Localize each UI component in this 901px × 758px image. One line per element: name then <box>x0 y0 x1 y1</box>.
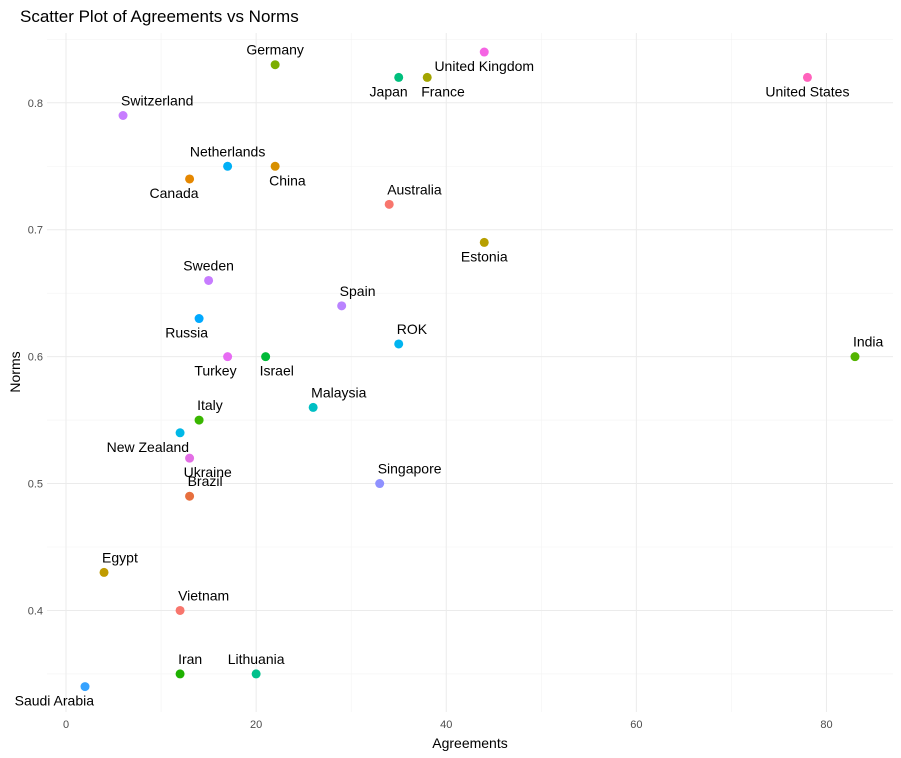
point-label: Japan <box>370 83 408 99</box>
x-tick-label: 0 <box>63 719 69 731</box>
tick-labels: 0 20 40 60 80 0.4 0.5 0.6 0.7 0.8 <box>28 98 833 731</box>
data-point <box>308 402 318 412</box>
data-point <box>118 110 128 120</box>
data-point <box>394 339 404 349</box>
point-label: Israel <box>260 363 294 379</box>
point-label: Australia <box>387 181 442 197</box>
data-point <box>194 314 204 324</box>
data-point <box>422 72 432 82</box>
data-point <box>850 352 860 362</box>
data-point <box>375 479 385 489</box>
data-point <box>337 301 347 311</box>
point-label: Italy <box>197 397 223 413</box>
data-point <box>185 453 195 463</box>
point-label: New Zealand <box>107 439 190 455</box>
point-label: Saudi Arabia <box>15 693 95 709</box>
data-point <box>251 669 261 679</box>
point-label: Lithuania <box>228 651 285 667</box>
data-point <box>261 352 271 362</box>
point-label: Brazil <box>188 473 223 489</box>
x-tick-label: 80 <box>820 719 832 731</box>
point-label: Spain <box>340 283 376 299</box>
point-label: Ukraine <box>184 464 232 480</box>
data-point <box>270 60 280 70</box>
data-point <box>479 47 489 57</box>
data-point <box>185 174 195 184</box>
point-label: India <box>853 334 884 350</box>
point-label: China <box>269 172 306 188</box>
point-label: Iran <box>178 651 202 667</box>
y-axis-title: Norms <box>7 351 23 392</box>
data-point <box>479 237 489 247</box>
point-label: Vietnam <box>178 587 229 603</box>
points <box>80 47 860 692</box>
x-tick-label: 60 <box>630 719 642 731</box>
x-tick-label: 20 <box>250 719 262 731</box>
data-point <box>802 72 812 82</box>
data-point <box>99 567 109 577</box>
y-tick-label: 0.8 <box>28 98 43 110</box>
point-label: Turkey <box>194 363 236 379</box>
data-point <box>194 415 204 425</box>
point-label: ROK <box>397 321 428 337</box>
point-label: Germany <box>246 42 304 58</box>
data-point <box>175 428 185 438</box>
x-tick-label: 40 <box>440 719 452 731</box>
point-label: Switzerland <box>121 92 193 108</box>
data-point <box>270 161 280 171</box>
point-label: United States <box>765 83 849 99</box>
data-point <box>80 682 90 692</box>
data-point <box>223 352 233 362</box>
data-point <box>384 199 394 209</box>
y-tick-label: 0.7 <box>28 225 43 237</box>
point-label: Sweden <box>183 257 234 273</box>
point-label: Russia <box>165 325 208 341</box>
point-label: Canada <box>150 185 199 201</box>
point-label: France <box>421 83 465 99</box>
data-point <box>175 605 185 615</box>
y-tick-label: 0.5 <box>28 479 43 491</box>
x-axis-title: Agreements <box>432 735 507 751</box>
data-point <box>394 72 404 82</box>
data-point <box>223 161 233 171</box>
point-label: Egypt <box>102 549 138 565</box>
data-point <box>175 669 185 679</box>
y-tick-label: 0.6 <box>28 352 43 364</box>
grid <box>47 33 893 712</box>
point-label: United Kingdom <box>434 58 534 74</box>
point-label: Netherlands <box>190 143 266 159</box>
point-label: Estonia <box>461 248 508 264</box>
data-point <box>204 275 214 285</box>
chart-title: Scatter Plot of Agreements vs Norms <box>20 7 299 26</box>
point-labels: Germany United Kingdom Japan France United S… <box>15 42 884 709</box>
point-label: Singapore <box>378 461 442 477</box>
y-tick-label: 0.4 <box>28 605 43 617</box>
point-label: Malaysia <box>311 384 366 400</box>
data-point <box>185 491 195 501</box>
